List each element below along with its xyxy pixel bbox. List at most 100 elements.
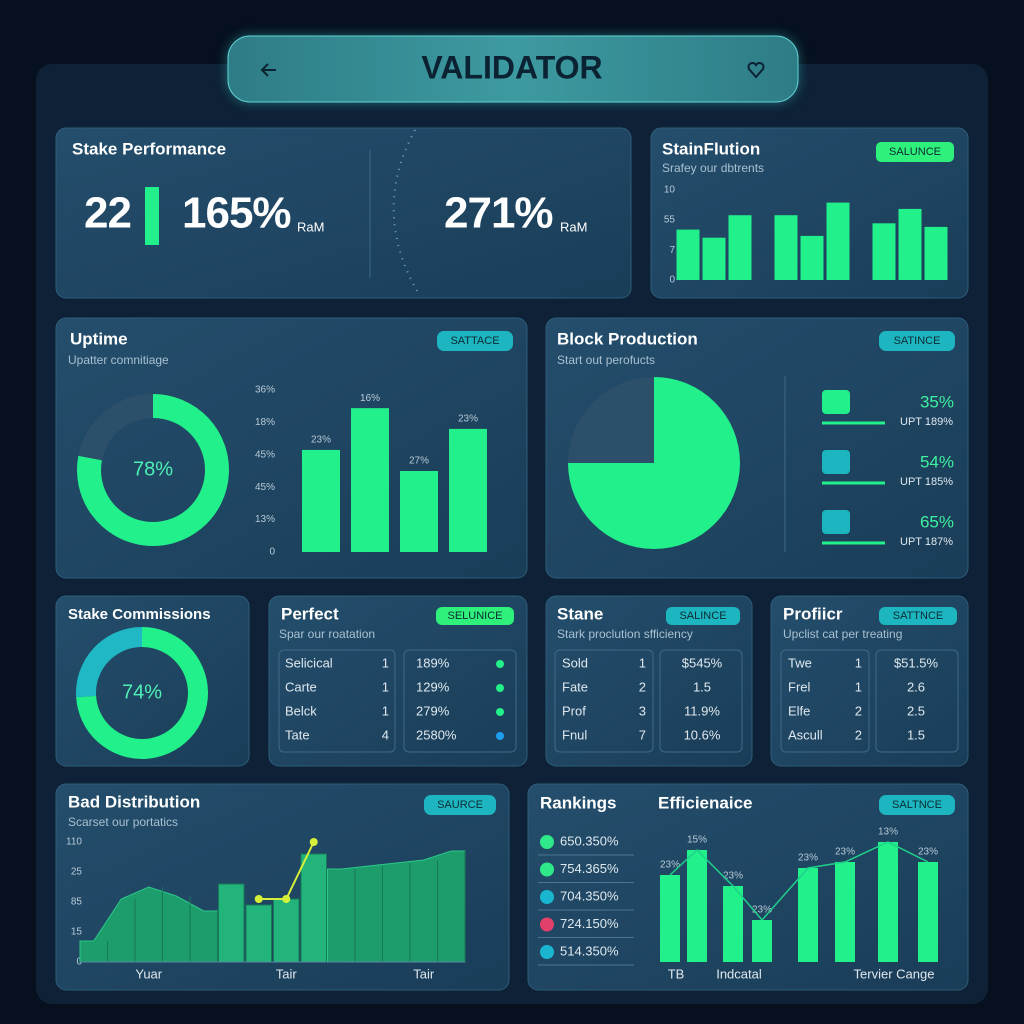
- donut-segment: [76, 627, 208, 759]
- bar: [245, 904, 272, 963]
- table-cell: Frel: [788, 679, 811, 694]
- rank-value: 650.350%: [560, 833, 619, 848]
- bar: [728, 215, 752, 280]
- bar: [302, 449, 340, 552]
- x-tick-label: Tair: [276, 966, 298, 981]
- bar: [723, 886, 743, 962]
- y-tick-label: 10: [664, 185, 676, 196]
- bar-annotation: 23%: [458, 414, 478, 425]
- table-cell: 129%: [416, 679, 450, 694]
- bar: [351, 408, 389, 552]
- line-point: [254, 895, 263, 903]
- legend-value: 65%: [920, 512, 954, 531]
- bar: [218, 883, 245, 963]
- table-cell: 2: [855, 703, 862, 718]
- table-cell: 2580%: [416, 727, 457, 742]
- panel-subtitle: Scarset our portatics: [68, 815, 178, 829]
- table-cell: 2: [855, 727, 862, 742]
- table-cell: 1.5: [693, 679, 711, 694]
- table-cell: 10.6%: [684, 727, 721, 742]
- bar: [800, 235, 824, 280]
- table-cell: 3: [639, 703, 646, 718]
- table-cell: 1: [382, 703, 389, 718]
- panel-title: Stane: [557, 604, 603, 623]
- rank-value: 754.365%: [560, 861, 619, 876]
- badge-label: SATTNCE: [893, 610, 944, 622]
- panel-title: Perfect: [281, 604, 339, 623]
- badge[interactable]: [436, 607, 514, 625]
- table-cell: 1: [855, 679, 862, 694]
- back-button[interactable]: [260, 63, 276, 77]
- table-cell: Belck: [285, 703, 317, 718]
- panel-subtitle: Upatter comnitiage: [68, 353, 169, 367]
- badge[interactable]: [879, 331, 955, 351]
- badge-label: SALUNCE: [889, 146, 941, 158]
- donut-segment: [78, 394, 154, 461]
- badge-label: SALTNCE: [892, 799, 942, 811]
- table-cell: Sold: [562, 655, 588, 670]
- panel-subtitle: Stark proclution sfficiency: [557, 627, 693, 641]
- rank-icon: [540, 945, 554, 959]
- bar: [924, 226, 948, 280]
- bar-annotation: 23%: [918, 847, 938, 858]
- legend-value: 54%: [920, 452, 954, 471]
- table-box: [875, 649, 959, 753]
- y-tick-label: 15: [71, 927, 83, 938]
- bar: [918, 862, 938, 962]
- bar-annotation: 23%: [723, 871, 743, 882]
- y-tick-label: 45%: [255, 482, 275, 493]
- y-tick-label: 45%: [255, 449, 275, 460]
- donut-segment: [76, 627, 143, 698]
- rank-icon: [540, 917, 554, 932]
- badge[interactable]: [424, 795, 496, 815]
- bar-annotation: 13%: [878, 827, 898, 838]
- y-tick-label: 0: [76, 957, 82, 968]
- badge[interactable]: [876, 142, 954, 162]
- panel-title: Block Production: [557, 329, 698, 348]
- panel: [527, 783, 969, 991]
- favorite-button[interactable]: [747, 62, 765, 79]
- stat: 271%: [444, 189, 553, 238]
- rank-value: 514.350%: [560, 943, 619, 958]
- bar-annotation: 23%: [660, 860, 680, 871]
- bar: [676, 229, 700, 280]
- legend-detail: UPT 185%: [900, 476, 953, 488]
- legend-icon: [822, 390, 850, 414]
- x-tick-label: Tervier Cange: [854, 966, 935, 981]
- bar-annotation: 23%: [752, 905, 772, 916]
- table-box: [554, 649, 654, 753]
- badge-label: SAURCE: [437, 799, 483, 811]
- badge[interactable]: [879, 795, 955, 815]
- status-dot: [496, 660, 504, 668]
- panel: [545, 595, 753, 767]
- table-box: [659, 649, 743, 753]
- bar: [400, 471, 438, 552]
- rank-value: 704.350%: [560, 888, 619, 903]
- line-point: [282, 895, 291, 903]
- bar: [774, 215, 798, 280]
- badge-label: SELUNICE: [447, 610, 502, 622]
- table-cell: 1.5: [907, 727, 925, 742]
- legend-icon: [822, 450, 850, 474]
- y-tick-label: 85: [71, 897, 83, 908]
- bar: [702, 237, 726, 280]
- table-cell: Twe: [788, 655, 812, 670]
- badge[interactable]: [437, 331, 513, 351]
- table-cell: $51.5%: [894, 655, 939, 670]
- legend-detail: UPT 189%: [900, 416, 953, 428]
- panel: [55, 127, 632, 299]
- stat-marker: [145, 187, 159, 245]
- table-cell: Elfe: [788, 703, 810, 718]
- table-cell: 11.9%: [684, 703, 720, 718]
- badge[interactable]: [879, 607, 957, 625]
- x-tick-label: Yuar: [135, 966, 162, 981]
- legend-value: 35%: [920, 392, 954, 411]
- status-dot: [496, 732, 504, 740]
- panel-title: Stake Commissions: [68, 606, 211, 623]
- y-tick-label: 18%: [255, 417, 275, 428]
- status-dot: [496, 708, 504, 716]
- badge[interactable]: [666, 607, 740, 625]
- table-cell: Fate: [562, 679, 588, 694]
- rank-icon: [540, 862, 554, 877]
- y-tick-label: 13%: [255, 514, 275, 525]
